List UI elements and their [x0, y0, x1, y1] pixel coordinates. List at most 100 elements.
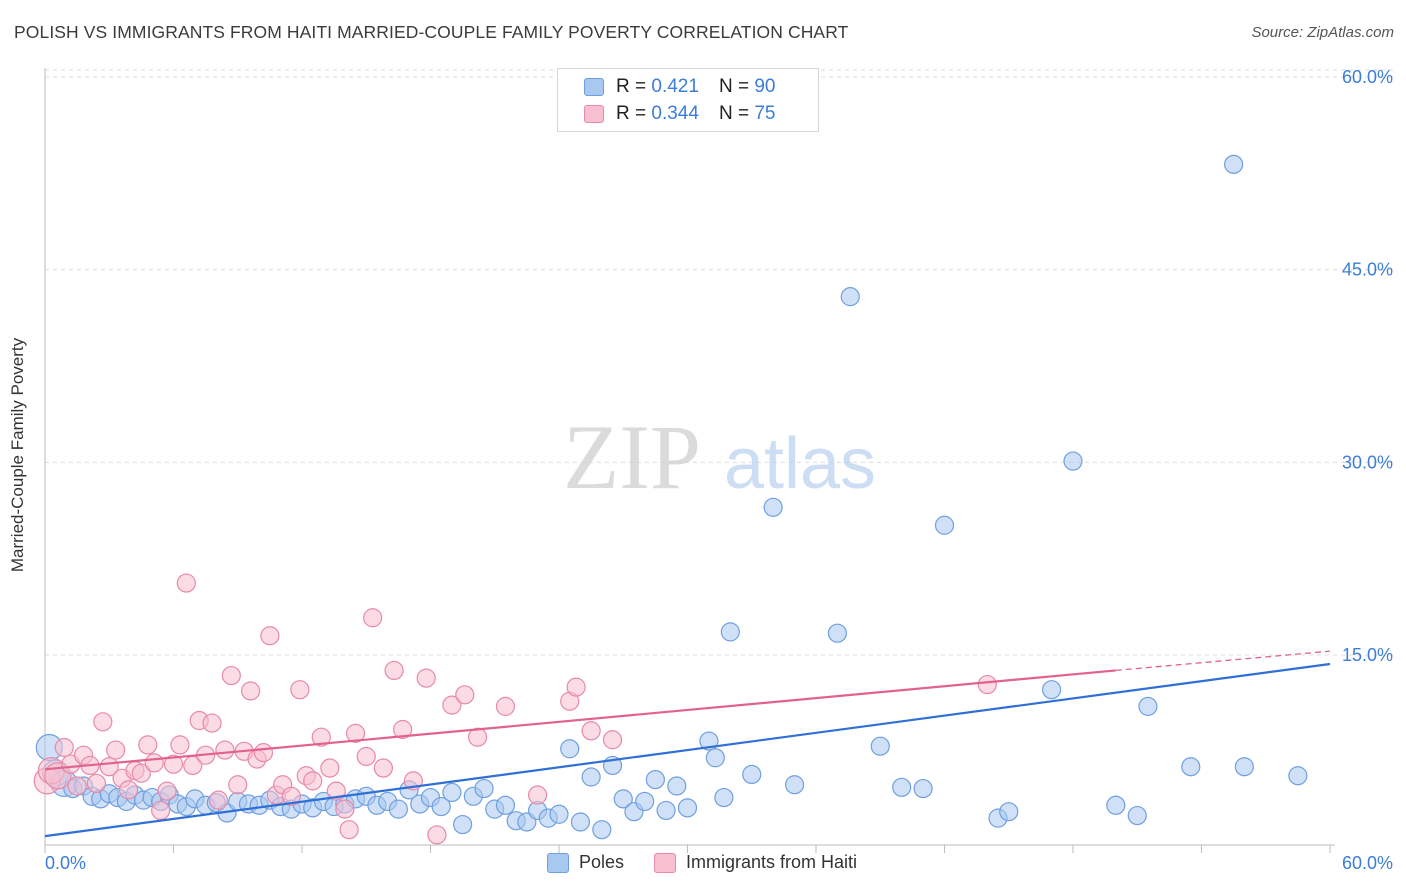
data-point-haiti — [581, 721, 601, 741]
legend-item-haiti[interactable]: Immigrants from Haiti — [654, 852, 857, 873]
data-point-haiti — [260, 626, 280, 646]
legend-item-poles[interactable]: Poles — [547, 852, 624, 873]
data-point-haiti — [151, 800, 171, 821]
data-point-haiti — [290, 680, 310, 700]
data-point-haiti — [221, 665, 241, 686]
tick-labels: 15.0% 30.0% 45.0% 60.0% 0.0% 60.0% — [45, 67, 1393, 873]
trend-lines — [44, 650, 1331, 838]
legend-swatch-haiti — [584, 105, 604, 123]
data-point-poles — [474, 778, 494, 799]
trend-line-haiti — [44, 669, 1116, 771]
data-point-haiti — [495, 696, 516, 716]
data-point-poles — [560, 739, 580, 759]
data-point-haiti — [170, 735, 190, 755]
data-point-poles — [827, 623, 848, 643]
data-point-haiti — [416, 668, 436, 688]
data-point-poles — [1127, 805, 1147, 826]
data-point-haiti — [373, 758, 393, 778]
data-point-haiti — [176, 573, 196, 593]
legend-n-value: 90 — [754, 76, 776, 97]
data-point-poles — [645, 769, 665, 790]
trend-line-haiti-extension — [1115, 650, 1331, 672]
data-point-haiti — [527, 785, 548, 805]
legend-r-value: 0.344 — [651, 103, 699, 124]
data-point-poles — [677, 798, 698, 818]
data-point-poles — [705, 748, 725, 768]
data-point-haiti — [106, 740, 126, 760]
data-point-haiti — [345, 723, 366, 743]
data-point-poles — [495, 795, 516, 815]
y-tick-label: 15.0% — [1342, 645, 1393, 665]
data-point-poles — [667, 776, 687, 796]
data-point-haiti — [157, 781, 177, 801]
data-point-haiti — [253, 743, 274, 763]
data-point-poles — [1063, 451, 1083, 471]
data-point-poles — [1106, 795, 1126, 815]
data-point-poles — [714, 787, 734, 808]
data-point-haiti — [427, 825, 447, 845]
data-point-haiti — [339, 820, 359, 840]
data-point-poles — [635, 791, 655, 812]
data-point-poles — [840, 287, 860, 307]
data-point-poles — [784, 775, 805, 795]
legend-n-value: 75 — [754, 103, 776, 124]
data-point-poles — [934, 515, 955, 535]
data-point-haiti — [202, 713, 222, 733]
axes — [44, 68, 1335, 853]
data-point-poles — [549, 804, 569, 824]
data-point-haiti — [86, 773, 107, 794]
data-point-haiti — [93, 712, 113, 732]
data-point-haiti — [566, 677, 586, 697]
data-point-poles — [613, 789, 633, 809]
series-legend: Poles Immigrants from Haiti — [547, 852, 887, 873]
data-point-poles — [1234, 757, 1254, 777]
watermark-atlas: atlas — [724, 424, 876, 504]
trend-line-poles — [44, 662, 1331, 838]
legend-swatch-poles — [584, 78, 604, 96]
x-tick-label: 60.0% — [1342, 853, 1393, 873]
data-point-haiti — [131, 763, 151, 783]
data-point-poles — [388, 799, 408, 819]
data-point-haiti — [311, 727, 331, 747]
legend-swatch-poles — [547, 852, 569, 873]
data-point-poles — [720, 622, 740, 642]
grid-lines — [45, 69, 1395, 656]
data-point-poles — [581, 767, 601, 787]
data-point-haiti — [335, 799, 355, 819]
data-point-poles — [431, 796, 451, 817]
y-tick-label: 60.0% — [1342, 67, 1393, 87]
data-point-poles — [570, 812, 591, 832]
data-point-poles — [1041, 680, 1062, 700]
legend-r-label: R = — [616, 103, 647, 124]
data-point-haiti — [356, 746, 376, 767]
data-point-haiti — [241, 681, 261, 701]
y-tick-label: 45.0% — [1342, 260, 1393, 280]
y-axis-label: Married-Couple Family Poverty — [8, 337, 27, 573]
data-point-haiti — [442, 695, 462, 715]
data-point-haiti — [303, 771, 323, 791]
data-point-haiti — [393, 719, 413, 740]
legend-row-haiti: R = 0.344 N = 75 — [584, 102, 775, 126]
data-point-poles — [892, 777, 912, 797]
data-points — [33, 154, 1308, 845]
legend-label-poles: Poles — [579, 852, 625, 872]
data-point-haiti — [54, 737, 74, 758]
data-point-poles — [1288, 766, 1308, 786]
legend-n-label: N = — [718, 76, 750, 97]
data-point-haiti — [208, 790, 229, 810]
data-point-haiti — [144, 753, 164, 773]
data-point-haiti — [384, 660, 404, 681]
chart-title: POLISH VS IMMIGRANTS FROM HAITI MARRIED-… — [14, 22, 849, 42]
data-point-poles — [656, 800, 676, 821]
data-point-haiti — [602, 730, 623, 750]
data-point-poles — [763, 497, 783, 517]
y-tick-label: 30.0% — [1342, 452, 1393, 472]
legend-label-haiti: Immigrants from Haiti — [686, 852, 858, 872]
data-point-poles — [742, 764, 762, 785]
data-point-haiti — [215, 740, 235, 760]
data-point-haiti — [138, 735, 158, 755]
legend-n-label: N = — [718, 103, 750, 124]
legend-r-label: R = — [616, 76, 647, 97]
data-point-poles — [913, 778, 933, 799]
